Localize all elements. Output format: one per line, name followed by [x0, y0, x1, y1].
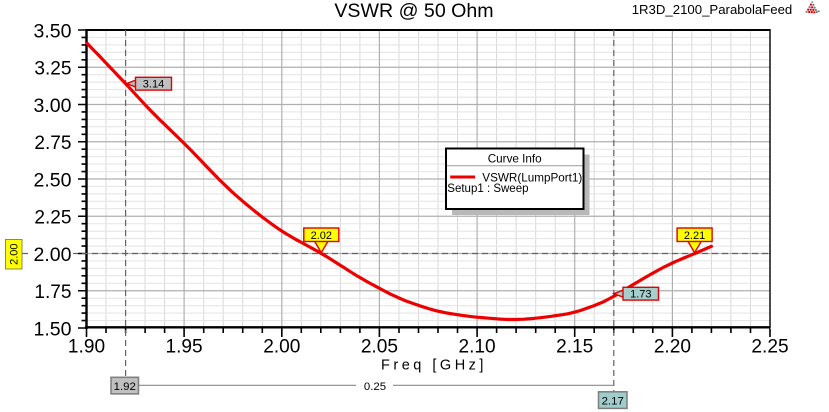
svg-text:2.17: 2.17 [602, 396, 624, 408]
svg-text:2.10: 2.10 [459, 337, 496, 358]
svg-text:3.00: 3.00 [34, 95, 72, 117]
svg-text:VSWR(LumpPort1): VSWR(LumpPort1) [482, 172, 582, 185]
svg-text:2.05: 2.05 [361, 337, 398, 358]
svg-text:VSWR @ 50 Ohm: VSWR @ 50 Ohm [334, 0, 493, 22]
svg-text:1.92: 1.92 [114, 381, 136, 393]
svg-text:2.75: 2.75 [34, 133, 71, 154]
svg-text:1.73: 1.73 [630, 289, 651, 301]
svg-text:2.25: 2.25 [34, 207, 71, 228]
svg-text:2.21: 2.21 [684, 230, 705, 242]
svg-text:2.25: 2.25 [751, 337, 788, 358]
svg-text:1.95: 1.95 [166, 337, 203, 358]
svg-text:0.25: 0.25 [364, 381, 386, 393]
svg-text:2.00: 2.00 [9, 243, 21, 264]
svg-text:Setup1 : Sweep: Setup1 : Sweep [447, 183, 528, 195]
svg-text:1R3D_2100_ParabolaFeed: 1R3D_2100_ParabolaFeed [632, 2, 793, 17]
svg-text:2.20: 2.20 [654, 337, 691, 358]
svg-text:3.50: 3.50 [34, 20, 72, 42]
svg-text:3.14: 3.14 [143, 79, 164, 91]
svg-text:3.25: 3.25 [34, 58, 71, 79]
svg-text:2.02: 2.02 [311, 230, 332, 242]
svg-text:2.00: 2.00 [263, 337, 300, 358]
svg-text:1.50: 1.50 [34, 318, 72, 340]
svg-text:1.75: 1.75 [34, 282, 71, 303]
svg-text:2.50: 2.50 [34, 169, 72, 191]
svg-text:Freq [GHz]: Freq [GHz] [381, 358, 487, 374]
svg-text:Curve Info: Curve Info [488, 152, 542, 165]
svg-text:2.00: 2.00 [34, 244, 72, 266]
svg-text:1.90: 1.90 [68, 337, 105, 358]
svg-text:2.15: 2.15 [556, 337, 593, 358]
